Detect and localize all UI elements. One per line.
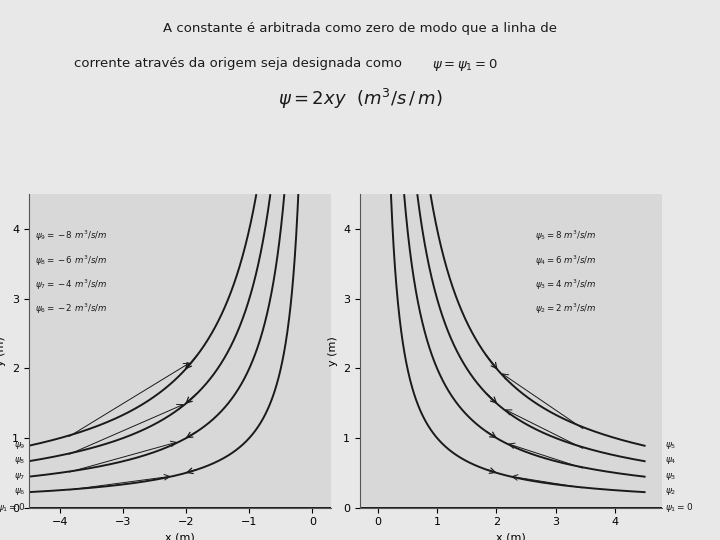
Text: $\psi_4 = 6\ m^3/s/m$: $\psi_4 = 6\ m^3/s/m$ <box>535 253 597 268</box>
Text: $\psi_2 = 2\ m^3/s/m$: $\psi_2 = 2\ m^3/s/m$ <box>535 302 597 316</box>
Text: corrente através da origem seja designada como: corrente através da origem seja designad… <box>73 57 402 70</box>
Text: $\psi = \psi_1 = 0$: $\psi = \psi_1 = 0$ <box>431 57 498 73</box>
Text: $\psi_9 = -8\ m^3/s/m$: $\psi_9 = -8\ m^3/s/m$ <box>35 229 107 244</box>
Text: $\psi_1 = 0$: $\psi_1 = 0$ <box>0 501 26 514</box>
Text: $\psi_5$: $\psi_5$ <box>665 440 677 450</box>
Text: $\psi_7$: $\psi_7$ <box>14 471 26 482</box>
Text: $\psi_3 = 4\ m^3/s/m$: $\psi_3 = 4\ m^3/s/m$ <box>535 278 597 292</box>
Text: $\psi_8 = -6\ m^3/s/m$: $\psi_8 = -6\ m^3/s/m$ <box>35 253 107 268</box>
Text: $\psi_4$: $\psi_4$ <box>665 455 677 466</box>
Text: $\psi_3$: $\psi_3$ <box>665 471 677 482</box>
Text: $\psi_9$: $\psi_9$ <box>14 440 26 450</box>
X-axis label: x (m): x (m) <box>496 533 526 540</box>
Text: $\psi_6 = -2\ m^3/s/m$: $\psi_6 = -2\ m^3/s/m$ <box>35 302 107 316</box>
X-axis label: x (m): x (m) <box>165 533 195 540</box>
Text: $\psi_1 = 0$: $\psi_1 = 0$ <box>665 501 694 514</box>
Text: $\psi = 2xy\ \ (m^3/s\,/\,m)$: $\psi = 2xy\ \ (m^3/s\,/\,m)$ <box>278 86 442 111</box>
Y-axis label: y (m): y (m) <box>328 336 338 366</box>
Y-axis label: y (m): y (m) <box>0 336 6 366</box>
Text: $\psi_5 = 8\ m^3/s/m$: $\psi_5 = 8\ m^3/s/m$ <box>535 229 597 244</box>
Text: $\psi_6$: $\psi_6$ <box>14 487 26 497</box>
Text: $\psi_7 = -4\ m^3/s/m$: $\psi_7 = -4\ m^3/s/m$ <box>35 278 107 292</box>
Text: $\psi_8$: $\psi_8$ <box>14 455 26 466</box>
Text: $\psi_2$: $\psi_2$ <box>665 487 677 497</box>
Text: A constante é arbitrada como zero de modo que a linha de: A constante é arbitrada como zero de mod… <box>163 22 557 35</box>
